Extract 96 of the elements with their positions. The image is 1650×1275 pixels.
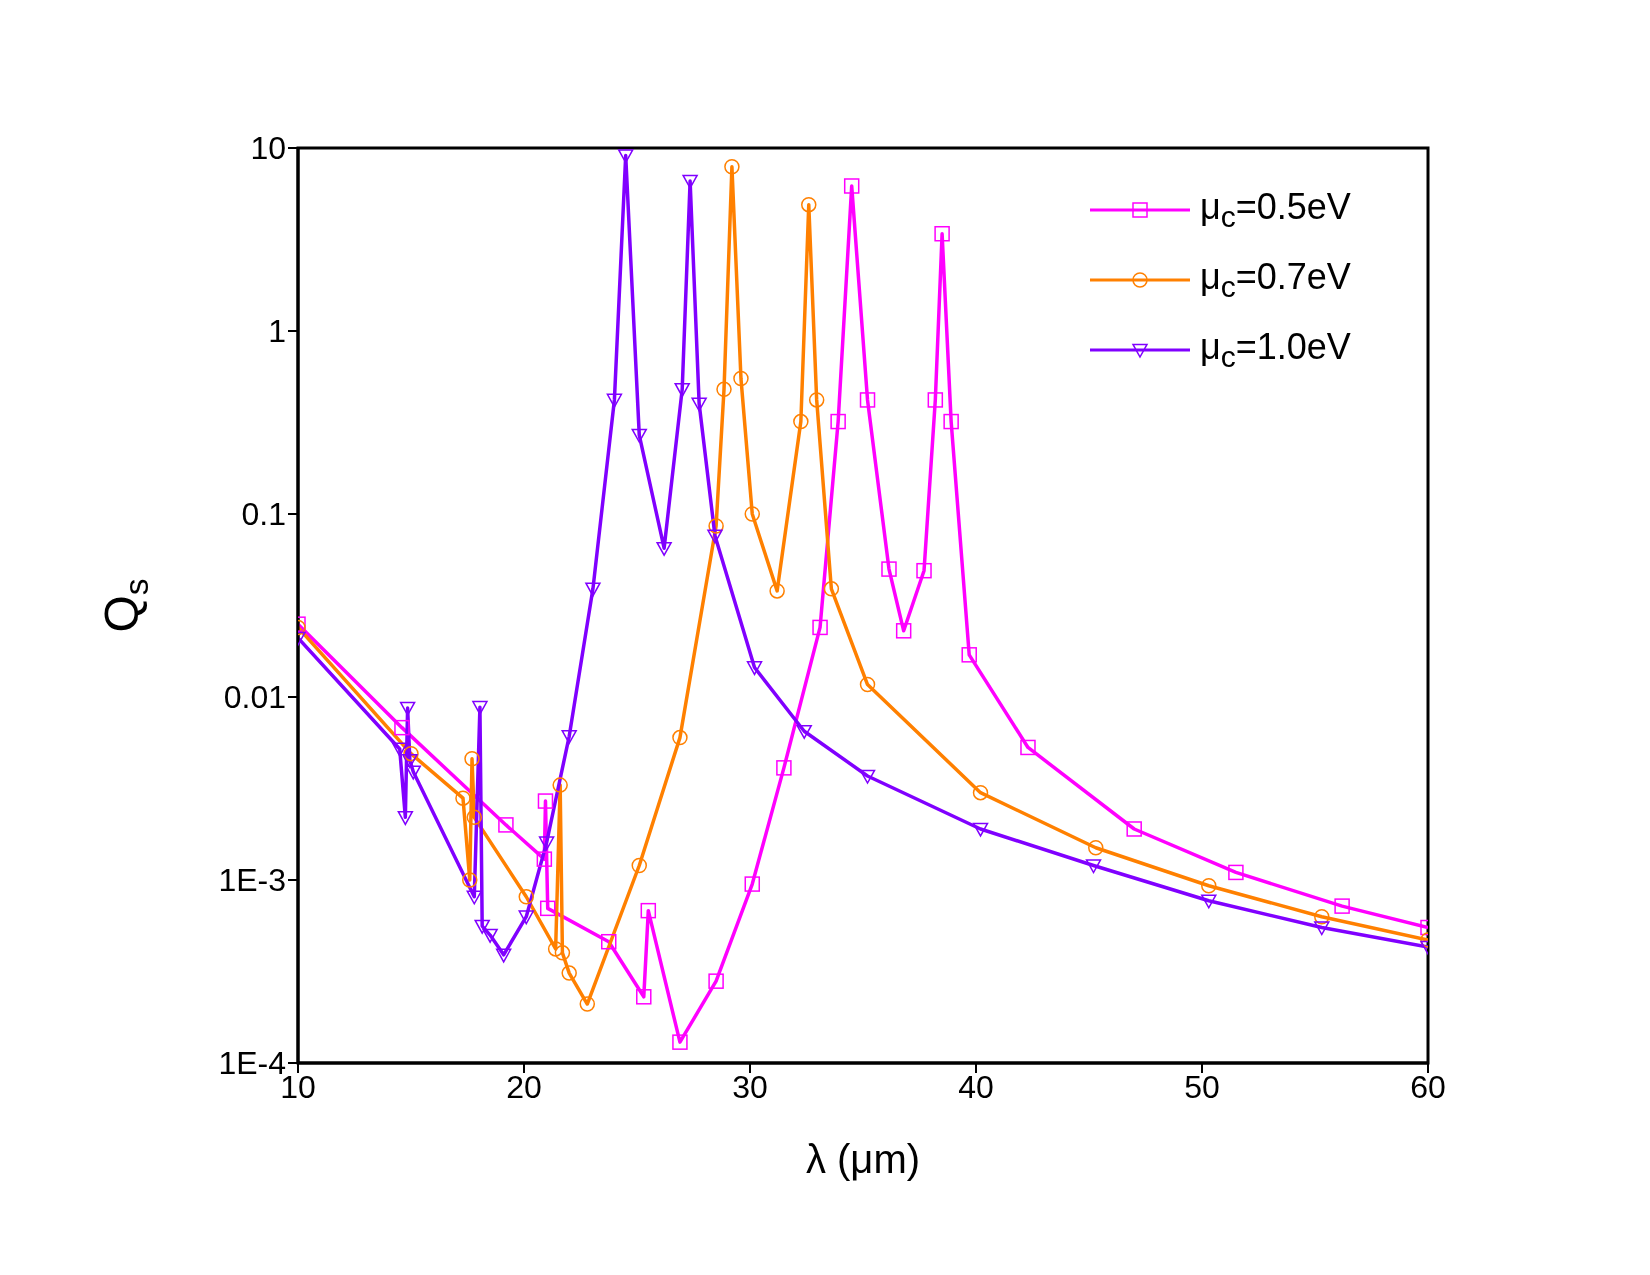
point [724, 158, 740, 175]
point [466, 809, 483, 826]
point [1126, 821, 1142, 837]
point [397, 810, 414, 826]
point [1334, 898, 1350, 914]
y-tick-label: 1E-3 [218, 862, 286, 899]
point [498, 817, 514, 833]
point [859, 392, 876, 408]
point [552, 777, 568, 793]
point [631, 857, 648, 874]
point [672, 729, 688, 746]
point [972, 822, 989, 837]
point [793, 413, 809, 430]
point [462, 872, 478, 888]
point [636, 989, 652, 1005]
y-tick-label: 10 [250, 130, 286, 167]
point [895, 623, 912, 639]
point [843, 178, 860, 194]
point [859, 676, 876, 693]
point [776, 760, 792, 776]
point [394, 719, 410, 736]
point [1085, 859, 1102, 874]
point [402, 754, 418, 769]
legend-label: μ$_{c}$=1.0eV [1200, 325, 1351, 375]
x-axis-title: λ (μm) [805, 1137, 921, 1181]
x-tick-label: 60 [1410, 1068, 1446, 1105]
point [674, 382, 690, 398]
point [464, 750, 480, 767]
x-tick-label: 30 [732, 1068, 768, 1105]
y-tick-label: 0.1 [241, 496, 286, 533]
point [707, 529, 723, 544]
point [881, 561, 897, 577]
point [859, 769, 876, 784]
point [561, 965, 577, 981]
point [579, 996, 596, 1012]
point [1314, 921, 1330, 936]
point [391, 742, 408, 757]
point [830, 413, 846, 430]
point [631, 428, 648, 443]
point [1201, 878, 1217, 894]
point [538, 836, 555, 851]
point [1314, 908, 1330, 925]
point [617, 149, 634, 164]
point [916, 562, 932, 579]
point [934, 225, 950, 242]
point [455, 790, 471, 806]
point [536, 851, 553, 867]
x-tick-label: 20 [506, 1068, 542, 1105]
point [1088, 840, 1104, 856]
point [682, 174, 698, 189]
point [1020, 739, 1036, 756]
point [691, 397, 707, 412]
point [716, 381, 732, 398]
point [808, 392, 825, 408]
point [1228, 864, 1244, 881]
point [943, 413, 959, 430]
x-tick-label: 40 [958, 1068, 994, 1105]
point [474, 919, 490, 934]
point [640, 902, 657, 919]
point [539, 900, 556, 917]
point [601, 933, 617, 950]
point [561, 729, 577, 745]
y-tick-label: 0.01 [223, 679, 286, 716]
point [961, 647, 977, 663]
point [518, 889, 535, 905]
point [744, 876, 761, 892]
point [399, 701, 416, 716]
point [518, 910, 535, 925]
legend-label: μ$_{c}$=0.5eV [1200, 185, 1351, 235]
point [537, 793, 554, 809]
point [585, 582, 601, 597]
point [769, 583, 785, 599]
point [403, 745, 419, 762]
point [823, 581, 840, 597]
point [744, 506, 761, 522]
y-tick-label: 1 [268, 313, 286, 350]
point [927, 392, 944, 408]
point [466, 890, 483, 905]
point [733, 370, 749, 387]
point [708, 973, 724, 989]
x-tick-label: 50 [1184, 1068, 1220, 1105]
point [796, 724, 812, 739]
point [708, 518, 724, 534]
point [656, 541, 672, 556]
point [972, 784, 989, 801]
point [472, 700, 488, 715]
legend-label: μ$_{c}$=0.7eV [1200, 255, 1351, 305]
point [672, 1034, 688, 1050]
point [1201, 894, 1217, 909]
point [495, 948, 512, 963]
point [606, 393, 623, 408]
point [482, 928, 498, 943]
point [812, 619, 828, 636]
point [554, 945, 571, 961]
point [801, 196, 817, 213]
point [746, 661, 763, 676]
